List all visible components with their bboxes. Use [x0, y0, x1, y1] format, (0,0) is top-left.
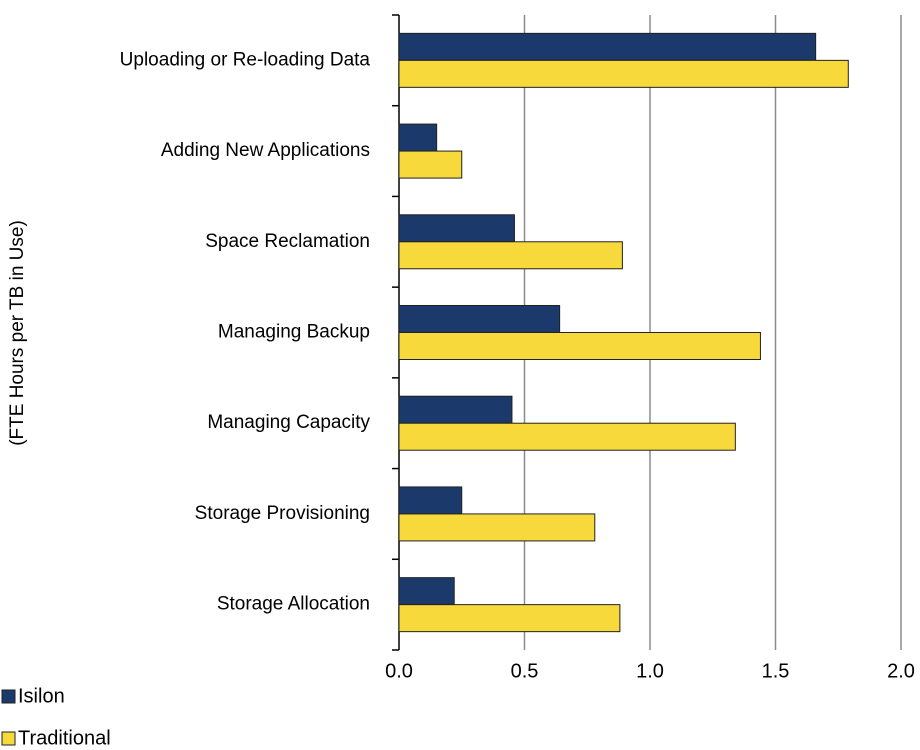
category-label: Storage Allocation [217, 594, 370, 615]
category-label: Managing Backup [218, 322, 370, 343]
bar [398, 241, 623, 270]
bar [398, 577, 455, 606]
x-tick-label: 1.5 [762, 660, 790, 682]
bar [398, 214, 515, 243]
bar [398, 123, 438, 152]
bar [398, 486, 463, 515]
category-label: Uploading or Re-loading Data [120, 49, 371, 70]
bar [398, 32, 817, 61]
bar [398, 59, 849, 88]
bar [398, 513, 596, 542]
bar [398, 422, 736, 451]
bar [398, 395, 513, 424]
bar [398, 332, 761, 360]
category-label: Adding New Applications [161, 140, 370, 161]
legend-label: Isilon [18, 685, 65, 707]
axis-label: (FTE Hours per TB in Use) [7, 220, 28, 446]
x-tick-label: 1.0 [636, 660, 664, 682]
category-label: Space Reclamation [205, 231, 370, 252]
legend-label: Traditional [18, 727, 111, 749]
x-tick-label: 0.5 [511, 660, 539, 682]
x-tick-label: 2.0 [887, 660, 915, 682]
bar [398, 604, 621, 633]
legend-swatch [1, 731, 16, 746]
category-label: Storage Provisioning [195, 503, 370, 524]
bar [398, 305, 561, 333]
x-tick-label: 0.0 [385, 660, 413, 682]
bar [398, 150, 463, 179]
category-label: Managing Capacity [207, 412, 370, 433]
legend-swatch [1, 689, 16, 704]
